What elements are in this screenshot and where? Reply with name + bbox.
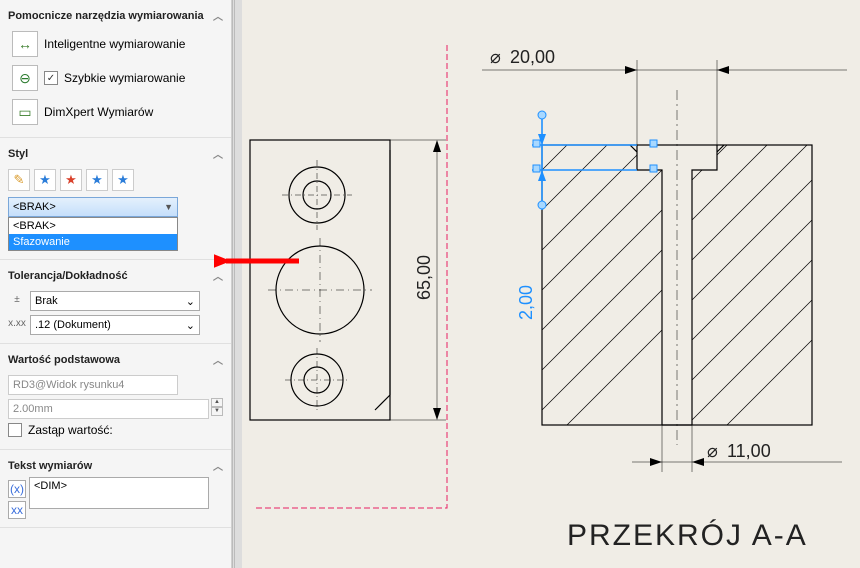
style-select-value: <BRAK>	[13, 201, 56, 213]
style-icon-strip: ✎ ★ ★ ★ ★	[8, 165, 223, 197]
annotation-arrow	[214, 246, 304, 276]
dimxpert-label: DimXpert Wymiarów	[44, 105, 153, 119]
section-title-text: Tekst wymiarów	[8, 460, 92, 472]
section-title-text: PRZEKRÓJ A-A	[567, 519, 808, 552]
chevron-up-icon[interactable]: ︿	[213, 352, 223, 367]
smart-dimension-tool[interactable]: ↔ Inteligentne wymiarowanie	[8, 27, 223, 61]
dimension-text-area[interactable]: <DIM>	[29, 477, 209, 509]
base-value-input[interactable]: 2.00mm	[8, 399, 209, 419]
style-paint-icon[interactable]: ✎	[8, 169, 30, 191]
dimension-65-value: 65,00	[414, 255, 434, 300]
tolerance-value: Brak	[35, 295, 58, 307]
text-btn-1[interactable]: (x)	[8, 480, 26, 498]
dimxpert-tool[interactable]: ▭ DimXpert Wymiarów	[8, 95, 223, 129]
style-add-icon[interactable]: ★	[34, 169, 56, 191]
section-dim-tools: Pomocnicze narzędzia wymiarowania ︿ ↔ In…	[0, 0, 231, 138]
style-dropdown-list[interactable]: <BRAK> Sfazowanie	[8, 217, 178, 251]
style-load-icon[interactable]: ★	[112, 169, 134, 191]
precision-select[interactable]: .12 (Dokument) ⌄	[30, 315, 200, 335]
left-part	[250, 140, 390, 420]
style-option-none[interactable]: <BRAK>	[9, 218, 177, 234]
tolerance-icon: ±	[8, 294, 26, 305]
svg-text:⌀: ⌀	[490, 47, 501, 67]
dimension-dia11[interactable]: ⌀ 11,00	[632, 425, 842, 472]
dimension-dia20[interactable]: ⌀ 20,00	[482, 47, 847, 145]
selected-dimension-2[interactable]: 2,00	[516, 111, 657, 320]
section-title-dim-tools: Pomocnicze narzędzia wymiarowania	[8, 10, 204, 22]
quick-dimension-checkbox[interactable]: ✓	[44, 71, 58, 85]
smart-dimension-label: Inteligentne wymiarowanie	[44, 37, 185, 51]
style-select[interactable]: <BRAK> ▼	[8, 197, 178, 217]
base-ref-value: RD3@Widok rysunku4	[13, 379, 124, 391]
section-style: Styl ︿ ✎ ★ ★ ★ ★ <BRAK> ▼ <BRAK> Sfazowa…	[0, 138, 231, 260]
section-title-style: Styl	[8, 148, 28, 160]
chevron-up-icon[interactable]: ︿	[213, 146, 223, 161]
smart-dimension-icon: ↔	[12, 31, 38, 57]
text-btn-2[interactable]: xx	[8, 501, 26, 519]
dimension-text-value: <DIM>	[34, 480, 67, 492]
dimension-dia11-value: 11,00	[727, 441, 771, 461]
base-value-spinner[interactable]: ▲▼	[211, 398, 223, 416]
style-option-chamfer[interactable]: Sfazowanie	[9, 234, 177, 250]
section-dimension-text: Tekst wymiarów ︿ (x) xx <DIM>	[0, 450, 231, 528]
quick-dimension-icon: ⊖	[12, 65, 38, 91]
precision-value: .12 (Dokument)	[35, 319, 111, 331]
chevron-up-icon[interactable]: ︿	[213, 458, 223, 473]
base-value-text: 2.00mm	[13, 403, 53, 415]
dimxpert-icon: ▭	[12, 99, 38, 125]
drawing-canvas[interactable]: 65,00	[232, 0, 860, 568]
tolerance-select[interactable]: Brak ⌄	[30, 291, 200, 311]
section-tolerance: Tolerancja/Dokładność ︿ ± Brak ⌄ x.xx .1…	[0, 260, 231, 344]
chevron-up-icon[interactable]: ︿	[213, 8, 223, 23]
section-base-value: Wartość podstawowa ︿ RD3@Widok rysunku4 …	[0, 344, 231, 450]
base-ref-display: RD3@Widok rysunku4	[8, 375, 178, 395]
precision-icon: x.xx	[8, 318, 26, 329]
chevron-down-icon: ▼	[164, 202, 173, 212]
quick-dimension-label: Szybkie wymiarowanie	[64, 71, 185, 85]
override-checkbox[interactable]	[8, 423, 22, 437]
svg-text:⌀: ⌀	[707, 441, 718, 461]
chevron-down-icon: ⌄	[186, 319, 195, 332]
dimension-2-value: 2,00	[516, 285, 536, 320]
section-title-base: Wartość podstawowa	[8, 354, 120, 366]
style-save-icon[interactable]: ★	[86, 169, 108, 191]
style-delete-icon[interactable]: ★	[60, 169, 82, 191]
properties-panel: Pomocnicze narzędzia wymiarowania ︿ ↔ In…	[0, 0, 232, 568]
quick-dimension-tool[interactable]: ⊖ ✓ Szybkie wymiarowanie	[8, 61, 223, 95]
override-label: Zastąp wartość:	[28, 423, 113, 437]
dimension-65[interactable]: 65,00	[390, 140, 446, 420]
dimension-dia20-value: 20,00	[510, 47, 555, 67]
chevron-down-icon: ⌄	[186, 295, 195, 308]
section-title-tolerance: Tolerancja/Dokładność	[8, 270, 128, 282]
section-view: 2,00	[512, 20, 860, 460]
